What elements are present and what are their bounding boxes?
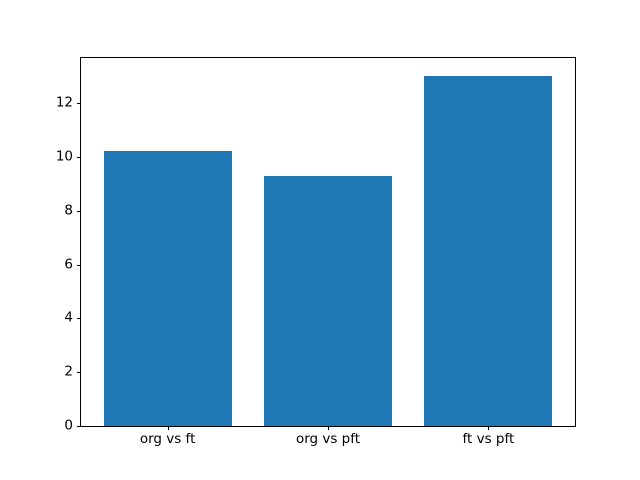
bar-ft-vs-pft [424,76,553,426]
y-tick-label-12: 12 [55,94,73,111]
y-tick-label-0: 0 [64,417,73,434]
x-tick-mark [328,426,329,430]
plot-area: org vs ft org vs pft ft vs pft 0 2 4 6 8 10 12 [56,57,576,446]
y-tick-mark [77,426,81,427]
bar-org-vs-pft [263,175,393,426]
y-tick-label-6: 6 [64,255,73,272]
y-tick-label-8: 8 [64,201,73,218]
y-tick-mark [77,103,81,104]
x-tick-label-org-vs-ft: org vs ft [139,431,196,447]
x-tick-label-org-vs-pft: org vs pft [295,431,361,447]
x-tick-label-ft-vs-pft: ft vs pft [462,431,515,447]
y-tick-label-4: 4 [64,309,73,326]
y-tick-label-10: 10 [55,148,73,165]
y-tick-mark [77,372,81,374]
y-tick-mark [77,264,81,266]
y-tick-mark [77,318,81,320]
y-tick-label-2: 2 [64,363,73,380]
x-tick-mark [488,426,490,430]
bar-org-vs-ft [103,151,232,426]
y-tick-mark [77,210,81,212]
x-tick-mark [167,426,169,430]
y-tick-mark [77,156,81,158]
